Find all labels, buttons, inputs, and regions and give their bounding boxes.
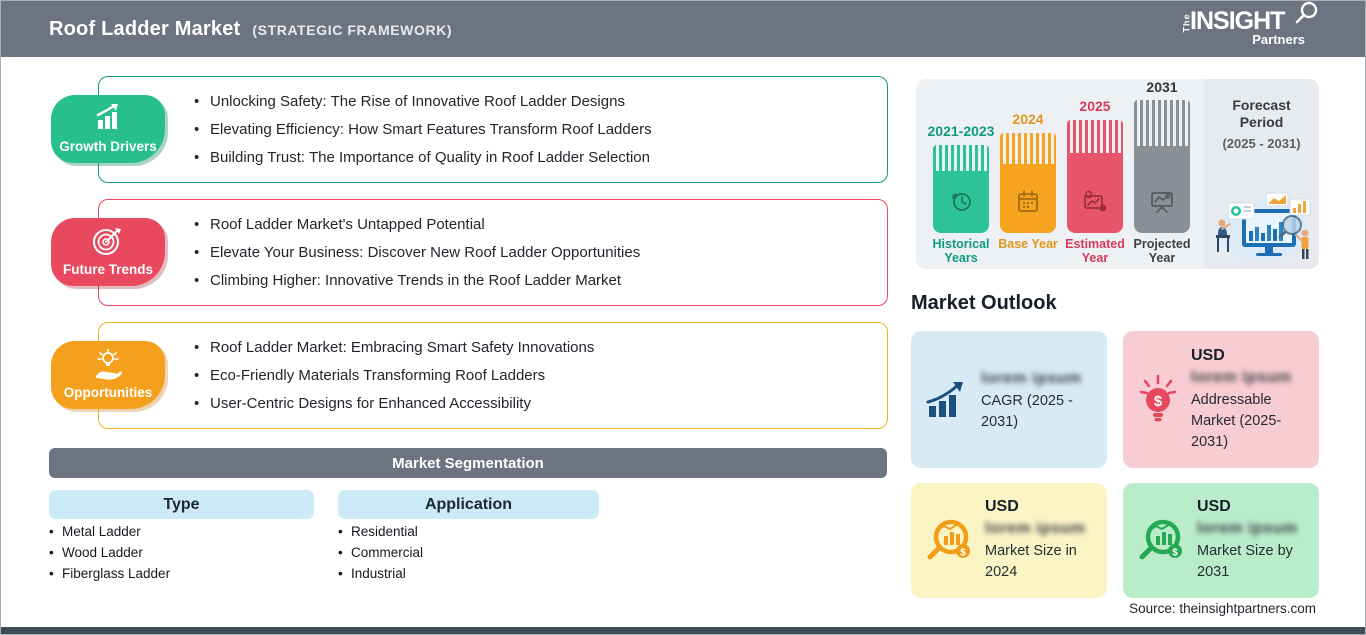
market-size-2024-card: $ USD lorem ipsum Market Size in 2024 <box>911 483 1107 598</box>
timeline-period-label: Projected Year <box>1133 237 1191 265</box>
forecast-illustration <box>1216 192 1311 261</box>
column-header: Application <box>424 495 513 513</box>
svg-text:$: $ <box>1172 547 1178 558</box>
application-list: Residential Commercial Industrial <box>338 525 423 588</box>
svg-text:$: $ <box>1154 393 1163 410</box>
projection-screen-icon <box>1151 192 1173 213</box>
list-item: Elevate Your Business: Discover New Roof… <box>194 242 640 264</box>
list-item: Climbing Higher: Innovative Trends in th… <box>194 270 640 292</box>
timeline-year-label: 2021-2023 <box>927 123 995 139</box>
currency-label: USD <box>1191 346 1225 364</box>
logo-the: The <box>1181 13 1192 33</box>
badge-label: Future Trends <box>62 262 153 277</box>
currency-label: USD <box>985 498 1019 515</box>
magnifier-chart-orange-icon: $ <box>927 519 970 559</box>
forecast-period-title: Forecast Period <box>1232 97 1291 130</box>
list-item: Fiberglass Ladder <box>49 567 170 582</box>
cagr-card: lorem ipsum CAGR (2025 - 2031) <box>911 331 1107 468</box>
calendar-icon <box>1018 190 1038 212</box>
base-year-bar <box>1000 133 1056 233</box>
list-item: User-Centric Designs for Enhanced Access… <box>194 393 594 415</box>
list-item: Commercial <box>338 546 423 561</box>
badge-label: Growth Drivers <box>59 139 157 154</box>
blurred-value: lorem ipsum <box>1191 368 1292 386</box>
market-segmentation-bar: Market Segmentation <box>49 448 887 478</box>
insight-partners-logo: The INSIGHT Partners <box>1177 1 1318 47</box>
logo-insight: INSIGHT <box>1190 7 1285 35</box>
bottom-accent-bar <box>1 627 1365 634</box>
header-bar: Roof Ladder Market (STRATEGIC FRAMEWORK)… <box>1 1 1365 57</box>
card-label: Addressable Market (2025-2031) <box>1191 391 1282 450</box>
bulb-dollar-icon: $ <box>1139 374 1177 421</box>
timeline-year-label: 2025 <box>1079 98 1111 114</box>
segmentation-type-header: Type <box>49 490 314 519</box>
opportunities-list: Roof Ladder Market: Embracing Smart Safe… <box>194 331 594 421</box>
growth-drivers-badge: Growth Drivers <box>51 95 165 163</box>
opportunities-box: Roof Ladder Market: Embracing Smart Safe… <box>98 322 888 429</box>
growth-drivers-box: Unlocking Safety: The Rise of Innovative… <box>98 76 888 183</box>
list-item: Residential <box>338 525 423 540</box>
timeline-period-label: Historical Years <box>932 237 990 265</box>
logo-partners: Partners <box>1252 32 1305 47</box>
timeline-panel: 2021-2023 2024 2025 2031 <box>916 79 1319 269</box>
market-outlook-title: Market Outlook <box>911 292 1057 314</box>
blurred-value: lorem ipsum <box>985 520 1086 537</box>
timeline-period-label: Estimated Year <box>1065 237 1125 265</box>
list-item: Roof Ladder Market's Untapped Potential <box>194 214 640 236</box>
card-label: Market Size in 2024 <box>985 543 1077 580</box>
currency-label: USD <box>1197 498 1231 515</box>
type-list: Metal Ladder Wood Ladder Fiberglass Ladd… <box>49 525 170 588</box>
hand-bulb-icon <box>96 349 123 380</box>
history-clock-icon <box>952 193 971 211</box>
opportunities-badge: Opportunities <box>51 341 165 409</box>
growth-drivers-list: Unlocking Safety: The Rise of Innovative… <box>194 85 652 175</box>
list-item: Eco-Friendly Materials Transforming Roof… <box>194 365 594 387</box>
blurred-value: lorem ipsum <box>981 369 1082 387</box>
projected-year-bar <box>1134 100 1190 233</box>
cagr-growth-icon <box>926 381 963 417</box>
timeline-year-label: 2031 <box>1146 79 1178 95</box>
page-title: Roof Ladder Market <box>49 17 241 40</box>
column-header: Type <box>163 495 200 513</box>
badge-label: Opportunities <box>63 385 153 400</box>
header-title-wrap: Roof Ladder Market (STRATEGIC FRAMEWORK) <box>1 18 452 41</box>
card-label: CAGR (2025 - 2031) <box>981 392 1073 430</box>
forecast-period-panel: Forecast Period (2025 - 2031) <box>1204 79 1319 269</box>
historical-years-bar <box>933 145 989 233</box>
list-item: Metal Ladder <box>49 525 170 540</box>
source-attribution: Source: theinsightpartners.com <box>1129 601 1316 616</box>
list-item: Roof Ladder Market: Embracing Smart Safe… <box>194 337 594 359</box>
forecast-period-range: (2025 - 2031) <box>1222 136 1301 151</box>
estimated-year-bar <box>1067 120 1123 233</box>
timeline-year-label: 2024 <box>1012 111 1044 127</box>
svg-text:$: $ <box>960 547 966 558</box>
estimate-chart-icon <box>1084 190 1107 212</box>
addressable-market-card: $ USD lorem ipsum Addressable Market (20… <box>1123 331 1319 468</box>
target-dart-icon <box>93 228 121 255</box>
segmentation-title: Market Segmentation <box>392 454 544 472</box>
future-trends-badge: Future Trends <box>51 218 165 286</box>
list-item: Building Trust: The Importance of Qualit… <box>194 147 652 169</box>
magnifier-chart-green-icon: $ <box>1139 519 1182 559</box>
list-item: Elevating Efficiency: How Smart Features… <box>194 119 652 141</box>
list-item: Industrial <box>338 567 423 582</box>
timeline-period-label: Base Year <box>998 237 1058 251</box>
future-trends-list: Roof Ladder Market's Untapped Potential … <box>194 208 640 298</box>
growth-chart-icon <box>96 104 118 129</box>
future-trends-box: Roof Ladder Market's Untapped Potential … <box>98 199 888 306</box>
blurred-value: lorem ipsum <box>1197 520 1298 537</box>
segmentation-application-header: Application <box>338 490 599 519</box>
card-label: Market Size by 2031 <box>1197 543 1293 580</box>
page-subtitle: (STRATEGIC FRAMEWORK) <box>252 21 453 38</box>
list-item: Wood Ladder <box>49 546 170 561</box>
magnifier-icon <box>1295 1 1318 24</box>
market-size-2031-card: $ USD lorem ipsum Market Size by 2031 <box>1123 483 1319 598</box>
list-item: Unlocking Safety: The Rise of Innovative… <box>194 91 652 113</box>
